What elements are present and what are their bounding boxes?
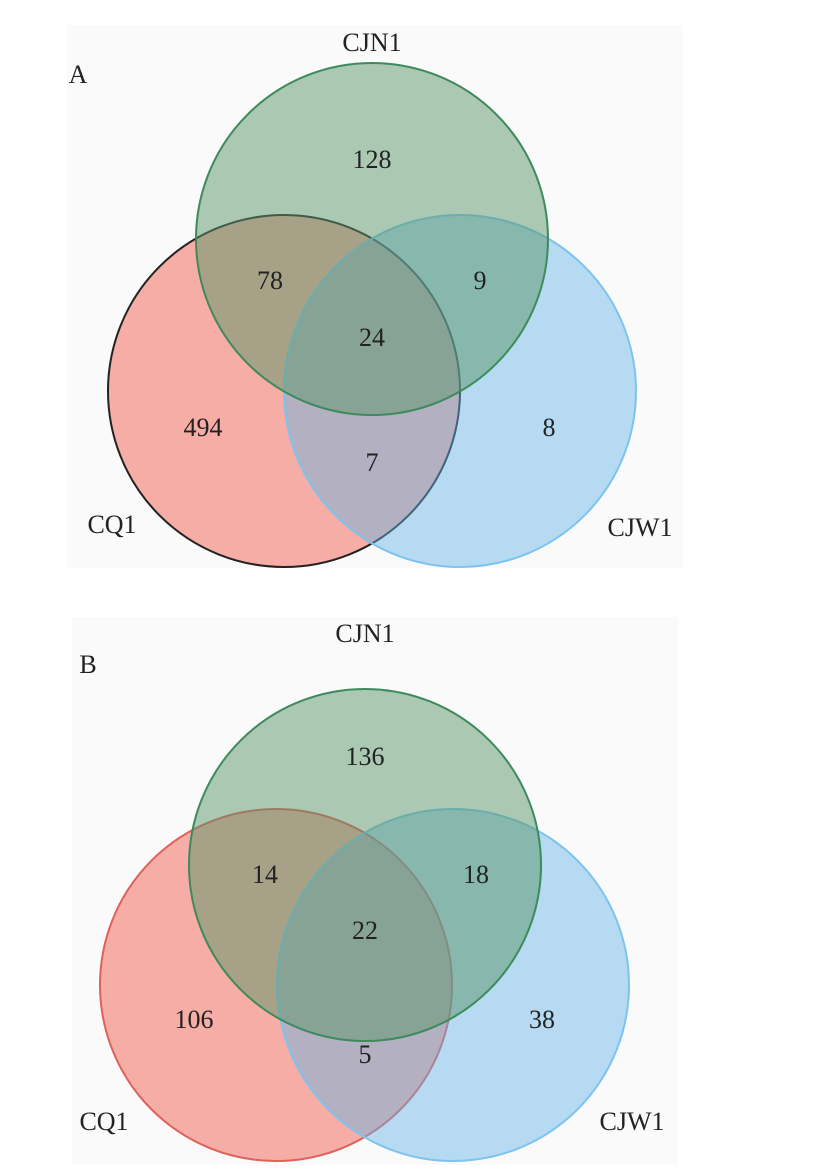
region-count: 24 — [359, 323, 385, 352]
region-count: 38 — [529, 1005, 555, 1034]
region-count: 7 — [366, 448, 379, 477]
set-circle — [195, 62, 549, 416]
region-count: 18 — [463, 860, 489, 889]
set-label: CJW1 — [600, 1107, 665, 1136]
region-count: 22 — [352, 916, 378, 945]
region-count: 9 — [474, 266, 487, 295]
region-count: 5 — [359, 1040, 372, 1069]
region-count: 494 — [184, 413, 223, 442]
panel-label: B — [79, 650, 96, 679]
set-circle — [188, 688, 542, 1042]
panel-label: A — [69, 60, 88, 89]
region-count: 8 — [543, 413, 556, 442]
region-count: 14 — [252, 860, 278, 889]
set-label: CJN1 — [335, 619, 394, 648]
region-count: 136 — [346, 742, 385, 771]
region-count: 78 — [257, 266, 283, 295]
region-count: 128 — [353, 145, 392, 174]
set-label: CJN1 — [342, 28, 401, 57]
set-label: CJW1 — [608, 513, 673, 542]
set-label: CQ1 — [87, 510, 136, 539]
region-count: 106 — [175, 1005, 214, 1034]
set-label: CQ1 — [79, 1107, 128, 1136]
